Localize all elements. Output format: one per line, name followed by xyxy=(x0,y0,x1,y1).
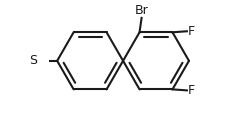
Text: Br: Br xyxy=(135,4,149,17)
Text: S: S xyxy=(30,54,38,67)
Text: F: F xyxy=(188,84,195,97)
Text: F: F xyxy=(188,25,195,38)
